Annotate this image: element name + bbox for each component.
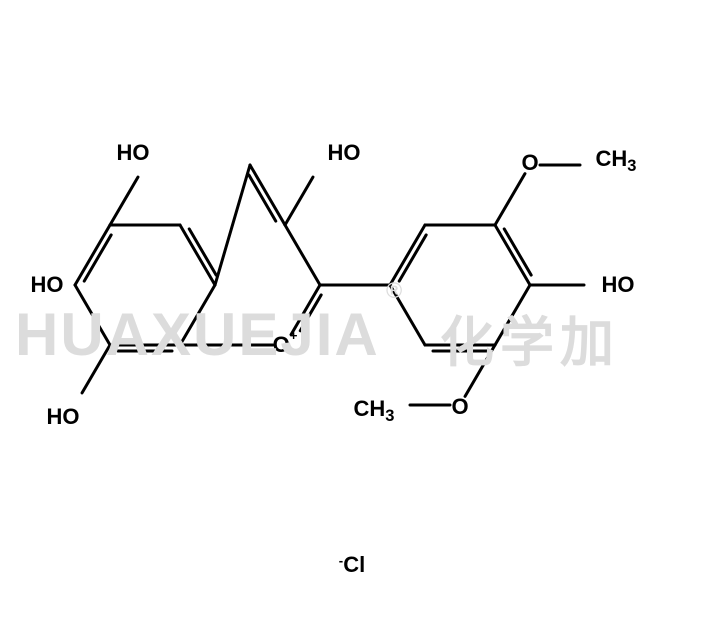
atom-label-HO_a8: HO bbox=[47, 404, 80, 430]
atom-label-O_m2_o: O bbox=[451, 394, 468, 420]
watermark-latin: HUAXUEJIA bbox=[15, 300, 380, 369]
watermark-reg: ® bbox=[386, 278, 404, 304]
watermark-cjk: 化学加 bbox=[440, 298, 620, 377]
atom-label-HO_a1: HO bbox=[31, 272, 64, 298]
atom-label-O_m1_o: O bbox=[521, 150, 538, 176]
atom-label-HO_a7: HO bbox=[117, 140, 150, 166]
atom-label-O_m2_c: CH3 bbox=[354, 396, 395, 426]
atom-label-O_m1_c: CH3 bbox=[596, 146, 637, 176]
atom-label-HO_b4: HO bbox=[602, 272, 635, 298]
atom-label-HO_c5: HO bbox=[328, 140, 361, 166]
atom-label-Cl: -Cl bbox=[339, 552, 365, 578]
